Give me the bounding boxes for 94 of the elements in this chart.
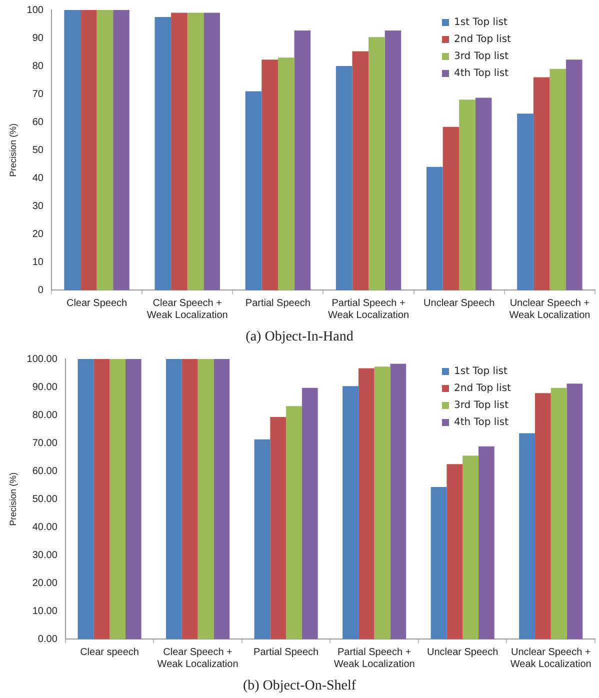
x-tick-label: Clear Speech (66, 298, 128, 309)
x-tick-label: Clear Speech + Weak Localization (146, 298, 228, 321)
bar (358, 368, 374, 640)
bar (64, 10, 80, 290)
bar (187, 12, 204, 290)
x-tick-label: Clear speech (80, 646, 139, 658)
y-tick-label: 80.00 (32, 410, 58, 421)
bar (78, 359, 94, 640)
x-tick-label: Unclear Speech (424, 298, 495, 309)
y-tick-label: 70 (32, 88, 44, 100)
x-tick-label: Clear Speech + Weak Localization (157, 646, 238, 670)
legend-label: 2nd Top list (454, 383, 511, 394)
bar (278, 58, 294, 290)
y-tick-label: 50 (32, 144, 44, 156)
bar (125, 359, 142, 640)
bar (270, 417, 286, 640)
y-tick-label: 10 (32, 256, 44, 268)
y-tick-label: 90.00 (32, 382, 58, 393)
bar (459, 100, 476, 290)
bar (478, 446, 494, 640)
bar (462, 456, 478, 640)
bar (113, 10, 130, 290)
bar (533, 77, 550, 290)
bar (214, 359, 230, 640)
legend-label: 1st Top list (454, 366, 508, 377)
bar (286, 406, 302, 640)
bar (390, 364, 406, 640)
legend-label: 2nd Top list (454, 34, 511, 45)
bar (336, 66, 352, 290)
bar (171, 12, 188, 290)
y-axis-title: Precision (%) (8, 123, 18, 177)
bar (198, 359, 214, 640)
y-tick-label: 60 (32, 116, 44, 128)
x-tick-label: Unclear Speech (427, 646, 498, 658)
bar (262, 60, 278, 290)
y-tick-label: 20 (32, 228, 44, 240)
bar (368, 37, 385, 290)
y-tick-label: 80 (32, 60, 44, 72)
bar (430, 487, 447, 640)
bar (154, 17, 172, 290)
x-tick-label: Partial Speech (245, 298, 310, 309)
bar (384, 30, 402, 290)
legend-label: 1st Top list (454, 17, 508, 28)
legend-label: 3rd Top list (454, 51, 509, 62)
bar (534, 393, 551, 640)
y-tick-label: 40.00 (32, 522, 58, 533)
y-tick-label: 30.00 (32, 550, 58, 561)
x-tick-label: Partial Speech (254, 646, 319, 658)
bar (550, 68, 566, 290)
bar (204, 12, 220, 290)
bar (254, 439, 270, 640)
bar (96, 10, 114, 290)
bar (166, 359, 182, 640)
bar (245, 91, 262, 290)
y-tick-label: 40 (32, 172, 44, 184)
y-tick-label: 60.00 (32, 466, 58, 477)
bar (302, 388, 318, 640)
legend-label: 4th Top list (454, 417, 509, 428)
bar (294, 30, 311, 290)
y-tick-label: 10.00 (32, 606, 58, 617)
bar (352, 51, 369, 290)
text: (a) Object-In-Hand (246, 329, 354, 344)
bar (80, 10, 97, 290)
y-tick-label: 70.00 (32, 438, 58, 449)
bar (446, 464, 463, 640)
bar (442, 126, 460, 290)
bar (374, 366, 390, 640)
bar (110, 359, 126, 640)
bar (94, 359, 110, 640)
y-tick-label: 0 (38, 284, 44, 296)
bar (475, 98, 492, 290)
y-axis-title: Precision (%) (8, 472, 18, 526)
y-tick-label: 100.00 (26, 354, 58, 365)
bar (550, 388, 567, 640)
bar (426, 166, 443, 290)
y-tick-label: 30 (32, 200, 44, 212)
y-tick-label: 50.00 (32, 494, 58, 505)
y-tick-label: 100 (26, 4, 44, 16)
text: (b) Object-On-Shelf (242, 678, 356, 694)
y-tick-label: 0.00 (38, 634, 58, 645)
legend-label: 3rd Top list (454, 400, 509, 411)
bar (517, 114, 534, 290)
bar (519, 433, 535, 640)
x-tick-label: Partial Speech + Weak Localization (334, 646, 415, 670)
bar (182, 359, 198, 640)
legend-label: 4th Top list (454, 68, 509, 79)
y-tick-label: 90 (32, 32, 44, 44)
x-tick-label: Unclear Speech + Weak Localization (509, 298, 590, 321)
bar (566, 60, 582, 290)
x-tick-label: Unclear Speech + Weak Localization (510, 646, 592, 670)
x-tick-label: Partial Speech + Weak Localization (328, 298, 410, 321)
bar (566, 384, 583, 640)
y-tick-label: 20.00 (32, 578, 58, 589)
bar (342, 386, 358, 640)
